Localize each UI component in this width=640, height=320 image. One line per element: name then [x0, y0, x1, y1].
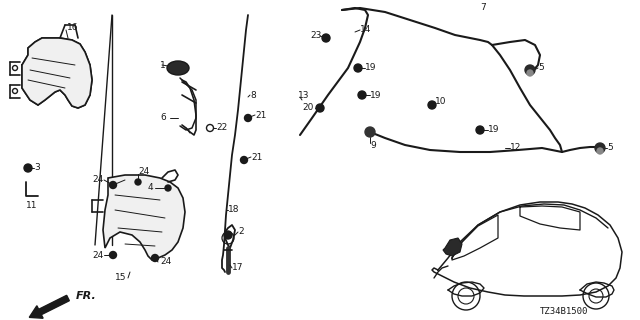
- Text: 12: 12: [510, 143, 522, 153]
- Text: 15: 15: [115, 274, 127, 283]
- Polygon shape: [22, 38, 92, 108]
- Circle shape: [135, 179, 141, 185]
- Text: 5: 5: [607, 143, 612, 153]
- Text: 19: 19: [365, 63, 376, 73]
- Circle shape: [152, 254, 159, 261]
- FancyArrow shape: [29, 295, 69, 318]
- Text: 8: 8: [250, 91, 256, 100]
- Circle shape: [322, 34, 330, 42]
- Circle shape: [525, 65, 535, 75]
- Circle shape: [24, 164, 32, 172]
- Text: 24: 24: [92, 175, 103, 185]
- Text: 11: 11: [26, 201, 38, 210]
- Text: 22: 22: [216, 124, 227, 132]
- Text: 19: 19: [370, 91, 381, 100]
- Text: TZ34B1500: TZ34B1500: [540, 308, 588, 316]
- Circle shape: [476, 126, 484, 134]
- Text: 19: 19: [488, 125, 499, 134]
- Text: 16: 16: [67, 23, 79, 33]
- Text: 20: 20: [302, 103, 314, 113]
- Circle shape: [428, 101, 436, 109]
- Circle shape: [241, 156, 248, 164]
- Circle shape: [224, 231, 232, 239]
- Circle shape: [595, 143, 605, 153]
- Circle shape: [527, 70, 533, 76]
- Text: 9: 9: [370, 140, 376, 149]
- Text: 24: 24: [138, 167, 149, 177]
- Text: 14: 14: [360, 26, 371, 35]
- Circle shape: [354, 64, 362, 72]
- Circle shape: [109, 252, 116, 259]
- Text: 6: 6: [160, 114, 166, 123]
- Circle shape: [316, 104, 324, 112]
- Text: 17: 17: [232, 263, 243, 273]
- Text: 23: 23: [310, 30, 321, 39]
- Text: 5: 5: [538, 63, 544, 73]
- Text: 1: 1: [160, 60, 166, 69]
- Text: 24: 24: [92, 251, 103, 260]
- Text: 4: 4: [148, 183, 154, 193]
- Text: 21: 21: [255, 110, 266, 119]
- Text: 7: 7: [480, 4, 486, 12]
- Circle shape: [597, 148, 603, 154]
- Text: 3: 3: [34, 164, 40, 172]
- Polygon shape: [443, 238, 462, 256]
- Circle shape: [244, 115, 252, 122]
- Text: 21: 21: [251, 153, 262, 162]
- Text: 24: 24: [160, 258, 172, 267]
- Circle shape: [365, 127, 375, 137]
- Text: FR.: FR.: [76, 291, 97, 301]
- Text: 10: 10: [435, 98, 447, 107]
- Text: 2: 2: [238, 228, 244, 236]
- Circle shape: [109, 181, 116, 188]
- Circle shape: [165, 185, 171, 191]
- Text: 18: 18: [228, 205, 239, 214]
- Text: 13: 13: [298, 91, 310, 100]
- Ellipse shape: [167, 61, 189, 75]
- Polygon shape: [103, 175, 185, 260]
- Circle shape: [358, 91, 366, 99]
